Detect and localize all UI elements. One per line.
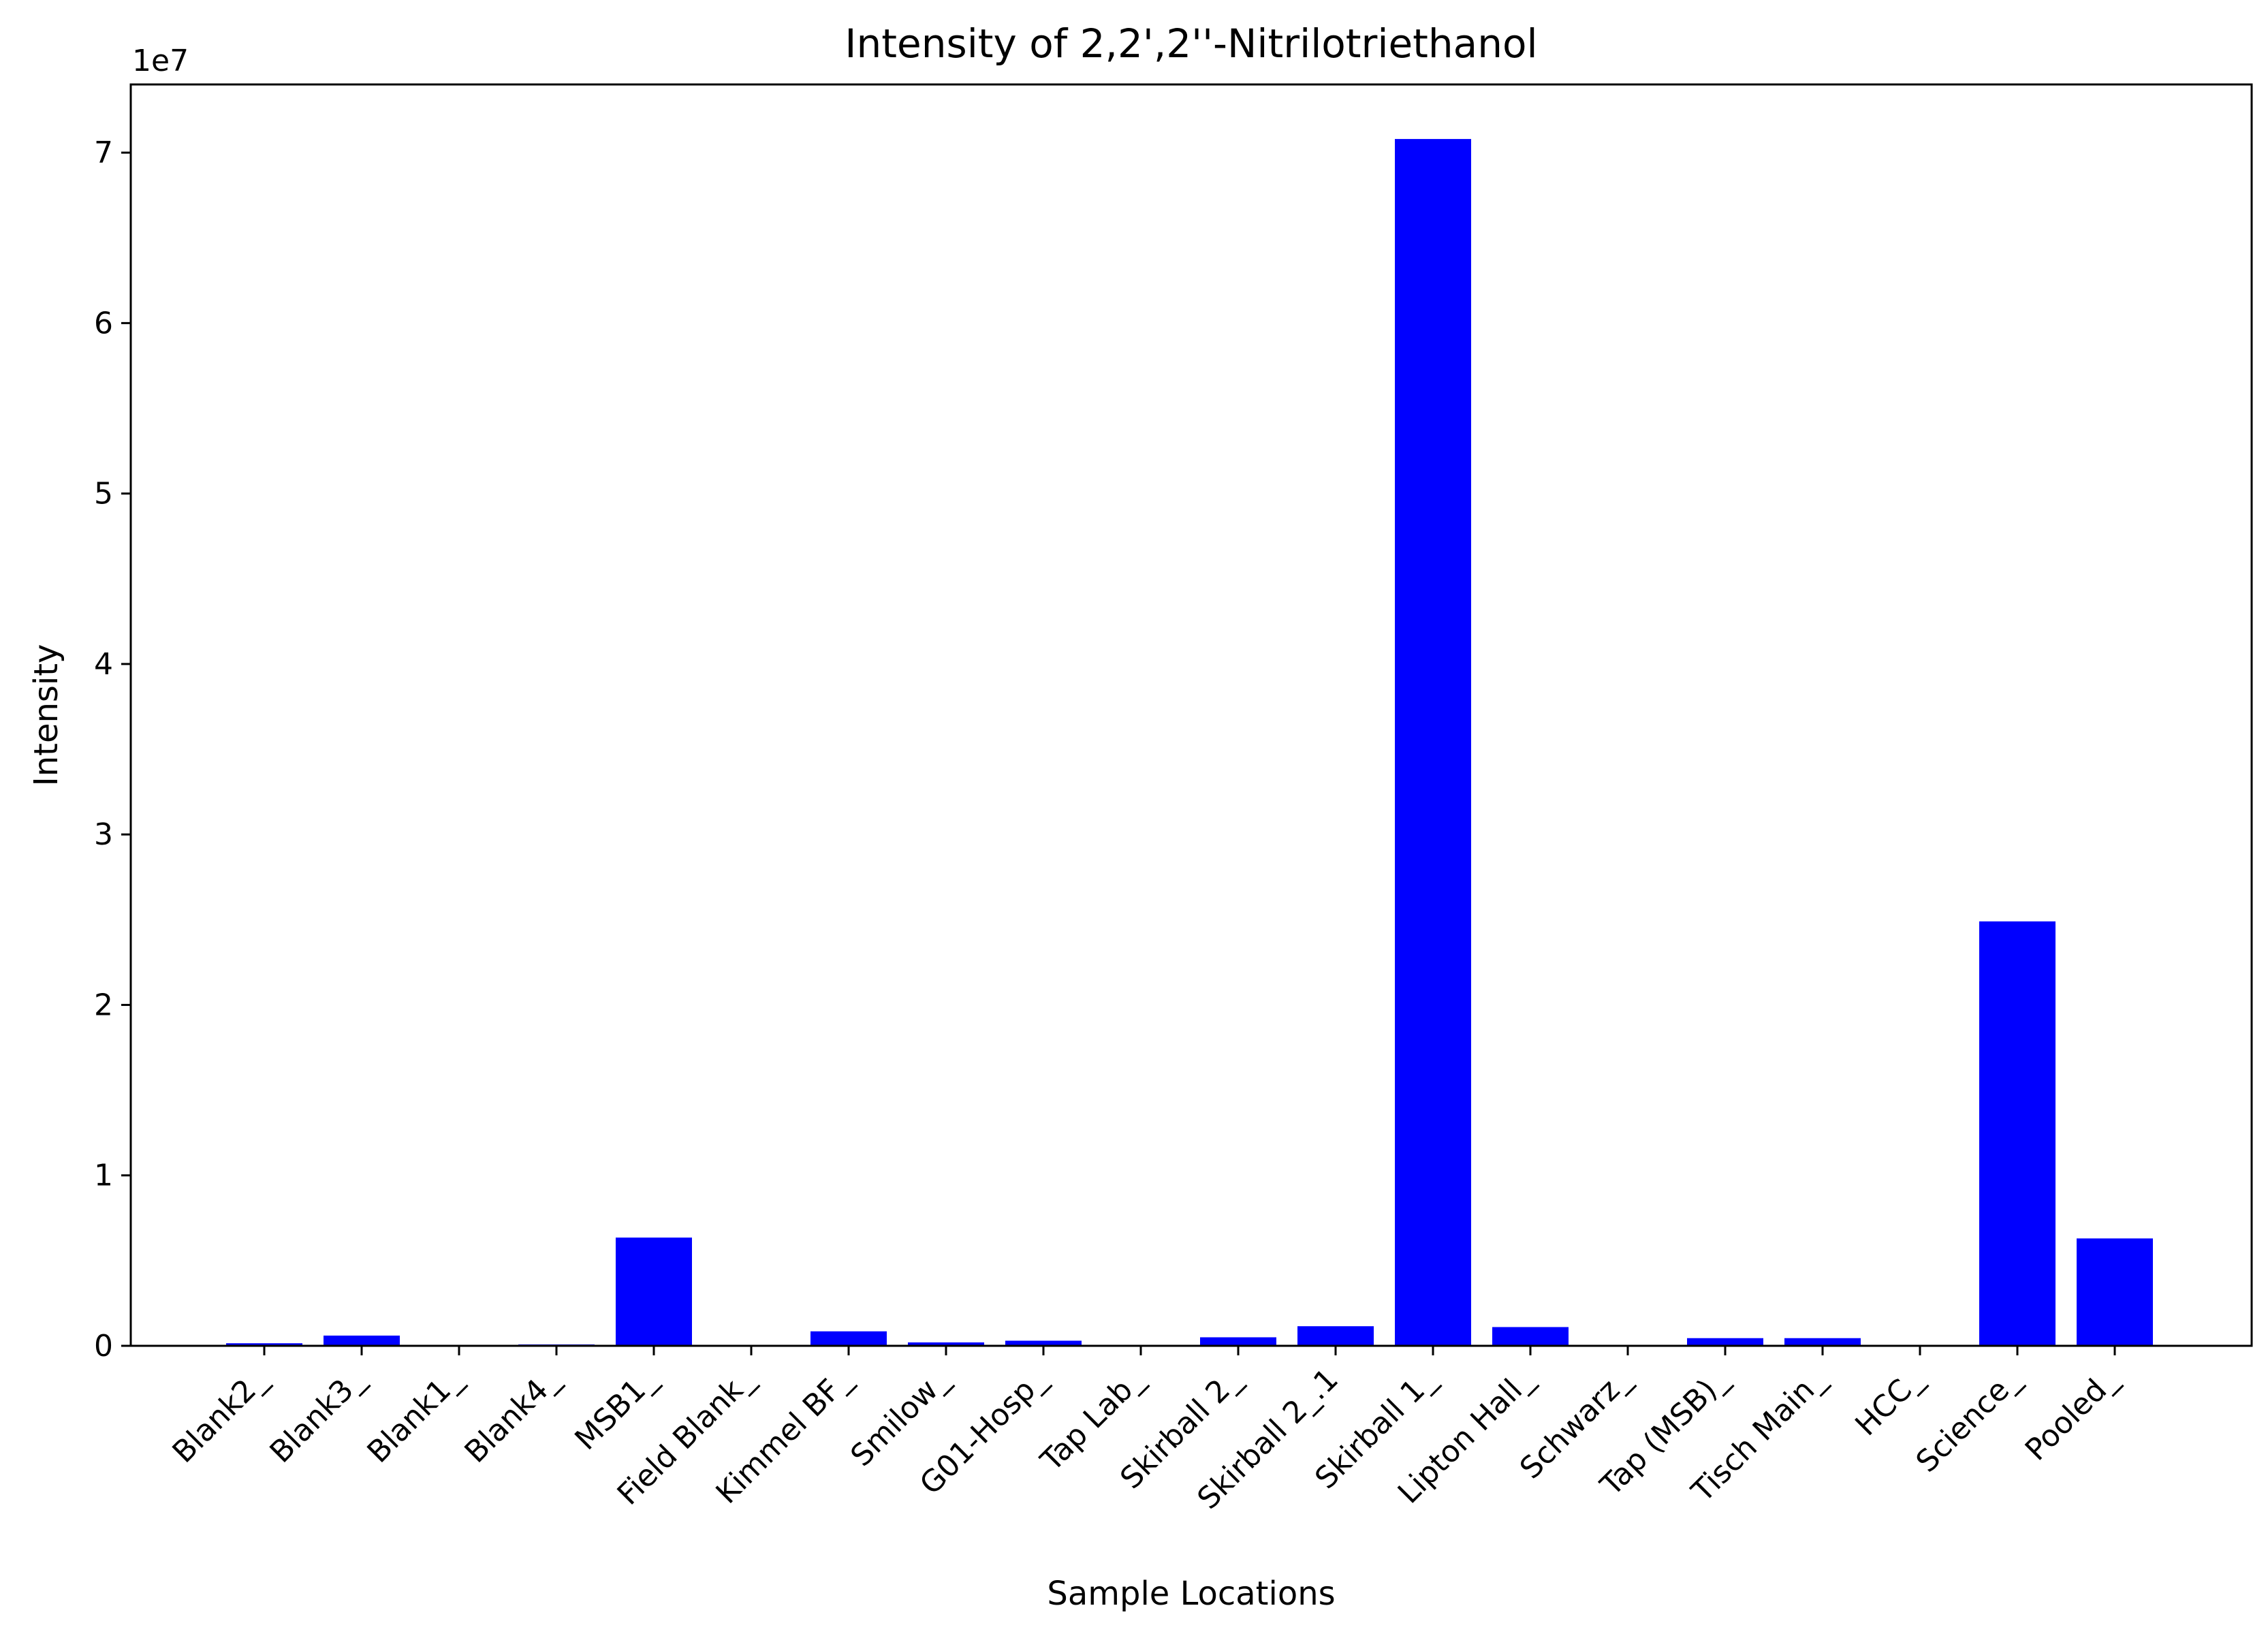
x-tick-label: Blank1_ (361, 1361, 469, 1470)
x-axis-ticks: Blank2_Blank3_Blank1_Blank4_ MSB1_Field B… (166, 1346, 2125, 1516)
y-axis-offset-label: 1e7 (132, 44, 189, 78)
y-axis-ticks: 0 1 2 3 4 5 6 7 (94, 136, 131, 1364)
x-tick-label: Blank4_ (458, 1361, 567, 1470)
chart-title: Intensity of 2,2',2''-Nitrilotriethanol (845, 20, 1537, 67)
x-axis-label: Sample Locations (1047, 1575, 1335, 1613)
bar (616, 1238, 692, 1346)
y-tick-label: 1 (94, 1159, 113, 1193)
x-tick-label: Science_ (1910, 1361, 2028, 1479)
x-tick-label: Blank3_ (264, 1361, 372, 1470)
y-tick-label: 3 (94, 817, 113, 852)
bars-group (226, 139, 2153, 1346)
y-tick-label: 5 (94, 477, 113, 511)
y-tick-label: 2 (94, 988, 113, 1022)
bar (810, 1331, 887, 1346)
bar (2077, 1238, 2153, 1346)
x-tick-label: Blank2_ (166, 1361, 274, 1470)
bar (226, 1343, 302, 1346)
bar (1200, 1337, 1276, 1346)
y-tick-label: 7 (94, 136, 113, 170)
y-tick-label: 6 (94, 306, 113, 341)
y-tick-label: 0 (94, 1329, 113, 1364)
y-axis-label: Intensity (27, 644, 65, 787)
bar (1395, 139, 1471, 1346)
plot-frame (129, 83, 2253, 1347)
x-tick-label: Pooled_ (2019, 1361, 2125, 1468)
x-tick-label: MSB1_ (568, 1361, 663, 1457)
bar (1784, 1338, 1861, 1346)
bar (1297, 1326, 1374, 1346)
x-tick-label: HCC_ (1848, 1361, 1930, 1443)
y-tick-label: 4 (94, 647, 113, 682)
bar (324, 1335, 400, 1346)
bar (1979, 921, 2056, 1346)
bar (908, 1342, 984, 1346)
bar (1687, 1338, 1763, 1346)
bar (1492, 1327, 1569, 1346)
bar (1005, 1340, 1082, 1346)
